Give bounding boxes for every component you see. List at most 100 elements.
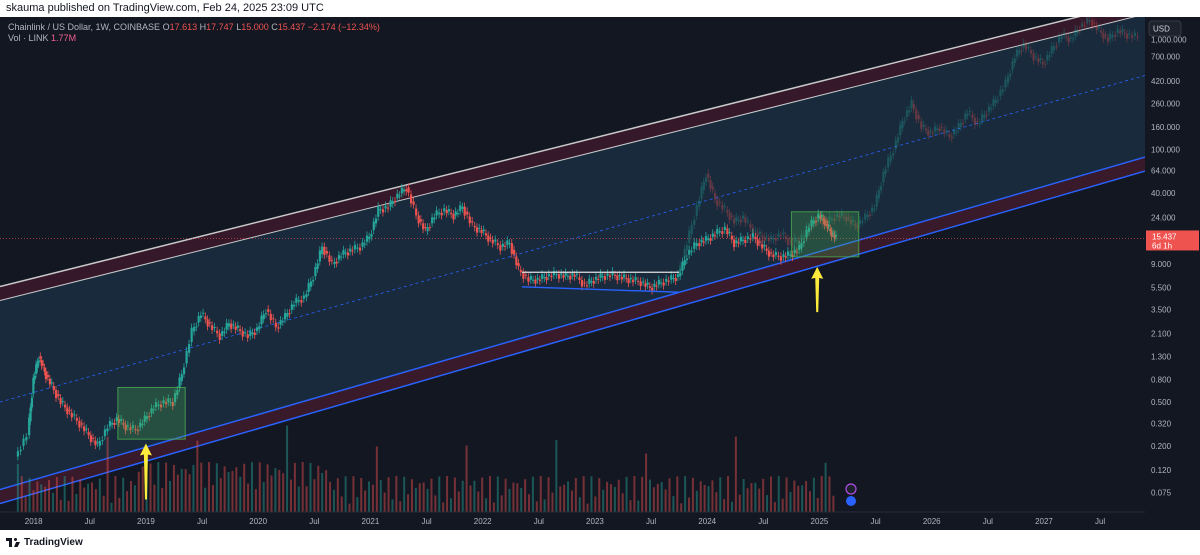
- candle-body: [150, 408, 153, 414]
- candle-body: [625, 278, 628, 280]
- candle-body: [742, 239, 745, 241]
- volume-bar: [723, 499, 726, 512]
- candle-body: [770, 252, 773, 254]
- candle-body: [693, 242, 696, 249]
- volume-bar: [368, 481, 371, 512]
- time-tick-label: 2027: [1035, 517, 1053, 526]
- candle-body: [316, 263, 319, 269]
- candle-body: [634, 277, 637, 281]
- flag-icon: [846, 496, 856, 506]
- candle-body: [185, 350, 188, 364]
- candle-body: [709, 180, 712, 189]
- volume-bar: [695, 490, 698, 512]
- candle-body: [721, 231, 724, 234]
- currency-label: USD: [1153, 25, 1170, 34]
- candle-body: [124, 424, 127, 431]
- candle-body: [723, 226, 726, 230]
- volume-bar: [356, 497, 359, 512]
- volume-bar: [547, 477, 550, 512]
- candle-body: [744, 217, 747, 223]
- candle-body: [782, 254, 785, 257]
- candle-body: [901, 121, 904, 129]
- candle-body: [962, 123, 965, 125]
- candle-body: [976, 120, 979, 123]
- candle-body: [473, 226, 476, 228]
- volume-bar: [231, 470, 234, 512]
- volume-bar: [28, 478, 31, 512]
- candle-body: [1130, 35, 1134, 38]
- candle-body: [381, 209, 385, 213]
- candle-body: [1032, 53, 1035, 61]
- candle-body: [597, 278, 600, 280]
- flash-icon: [845, 483, 857, 495]
- candle-body: [791, 254, 794, 258]
- candle-body: [1123, 32, 1126, 34]
- volume-bar: [625, 476, 628, 512]
- candle-body: [475, 227, 479, 233]
- candle-body: [1121, 29, 1124, 32]
- chart-area[interactable]: 1,000.000 700.000 420.000 260.000 160.000 100…: [0, 17, 1200, 530]
- candle-body: [351, 250, 354, 252]
- volume-bar: [574, 477, 577, 512]
- volume-bar: [208, 462, 211, 512]
- candle-body: [1076, 30, 1079, 34]
- candle-body: [700, 239, 703, 243]
- candle-body: [683, 260, 686, 266]
- time-tick-label: 2021: [362, 517, 380, 526]
- high-label: H: [199, 22, 207, 32]
- volume-bar: [243, 463, 246, 512]
- candle-body: [66, 407, 69, 415]
- volume-bar: [648, 479, 651, 512]
- candle-body: [1078, 30, 1081, 32]
- volume-bar: [586, 503, 589, 512]
- candle-body: [508, 243, 511, 245]
- volume-bar: [766, 495, 769, 512]
- candle-body: [929, 131, 932, 133]
- candle-body: [193, 326, 196, 332]
- candle-body: [672, 277, 675, 279]
- candle-body: [37, 360, 41, 363]
- candle-body: [232, 324, 235, 326]
- volume-bar: [32, 490, 35, 512]
- time-tick-label: Jul: [534, 517, 544, 526]
- candle-body: [180, 374, 183, 382]
- candle-body: [478, 227, 481, 229]
- candle-body: [810, 219, 813, 227]
- price-chart[interactable]: 1,000.000 700.000 420.000 260.000 160.000 100…: [0, 17, 1200, 530]
- candle-body: [527, 277, 530, 282]
- candle-body: [346, 252, 350, 256]
- candle-body: [204, 316, 207, 320]
- candle-body: [272, 318, 275, 320]
- tradingview-logo[interactable]: TradingView: [6, 537, 83, 548]
- currency-box: [1148, 20, 1182, 37]
- candle-body: [924, 128, 928, 131]
- candle-body: [199, 315, 203, 319]
- candle-body: [487, 235, 490, 242]
- candle-body: [80, 423, 84, 425]
- volume-bar: [570, 490, 573, 512]
- candle-body: [445, 210, 448, 214]
- volume-bar: [449, 498, 452, 512]
- candle-body: [779, 235, 783, 237]
- candle-body: [866, 214, 869, 218]
- volume-bar: [410, 479, 413, 512]
- candle-body: [573, 275, 576, 277]
- volume-bar: [403, 476, 406, 512]
- candle-body: [968, 111, 971, 113]
- candle-body: [541, 274, 544, 279]
- candle-body: [829, 228, 832, 232]
- candle-body: [358, 247, 362, 251]
- candle-body: [190, 327, 193, 343]
- candle-body: [1046, 55, 1049, 61]
- candle-body: [777, 255, 780, 257]
- volume-bar: [63, 476, 66, 512]
- volume-bar: [453, 477, 456, 512]
- last-price-box: [1146, 230, 1199, 251]
- candle-body: [75, 418, 78, 421]
- candle-body: [496, 243, 499, 245]
- volume-bar: [293, 462, 296, 512]
- candle-body: [770, 236, 773, 240]
- candle-body: [321, 246, 324, 255]
- candle-body: [188, 344, 191, 353]
- volume-bar: [832, 495, 835, 512]
